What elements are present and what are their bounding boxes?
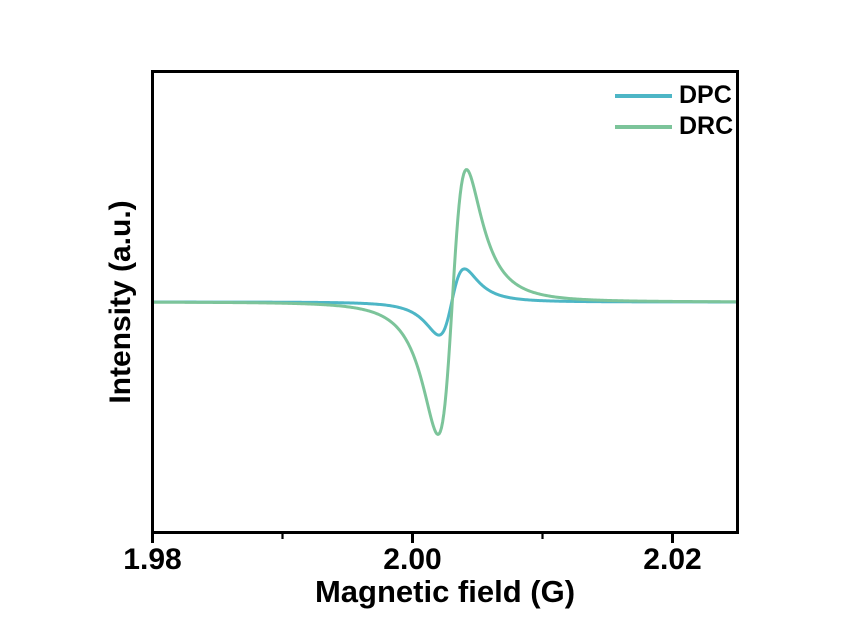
y-axis-title: Intensity (a.u.) [104, 200, 137, 404]
plot-frame [151, 70, 739, 534]
legend-line-swatch-dpc [615, 93, 672, 98]
legend-item-dpc: DPC [615, 80, 733, 111]
legend-label-drc: DRC [679, 112, 734, 140]
x-tick-label-1.98: 1.98 [123, 543, 182, 576]
x-axis-title: Magnetic field (G) [314, 574, 576, 609]
x-tick-label-2.02: 2.02 [643, 543, 702, 576]
x-tick-label-2.00: 2.00 [383, 543, 442, 576]
curve-drc [152, 168, 738, 436]
x-axis-ticks-group [151, 534, 674, 543]
legend-line-swatch-drc [615, 124, 672, 129]
legend-item-drc: DRC [615, 111, 733, 142]
legend-label-dpc: DPC [679, 81, 732, 109]
curves-group [152, 168, 738, 436]
legend: DPC DRC [615, 80, 733, 142]
